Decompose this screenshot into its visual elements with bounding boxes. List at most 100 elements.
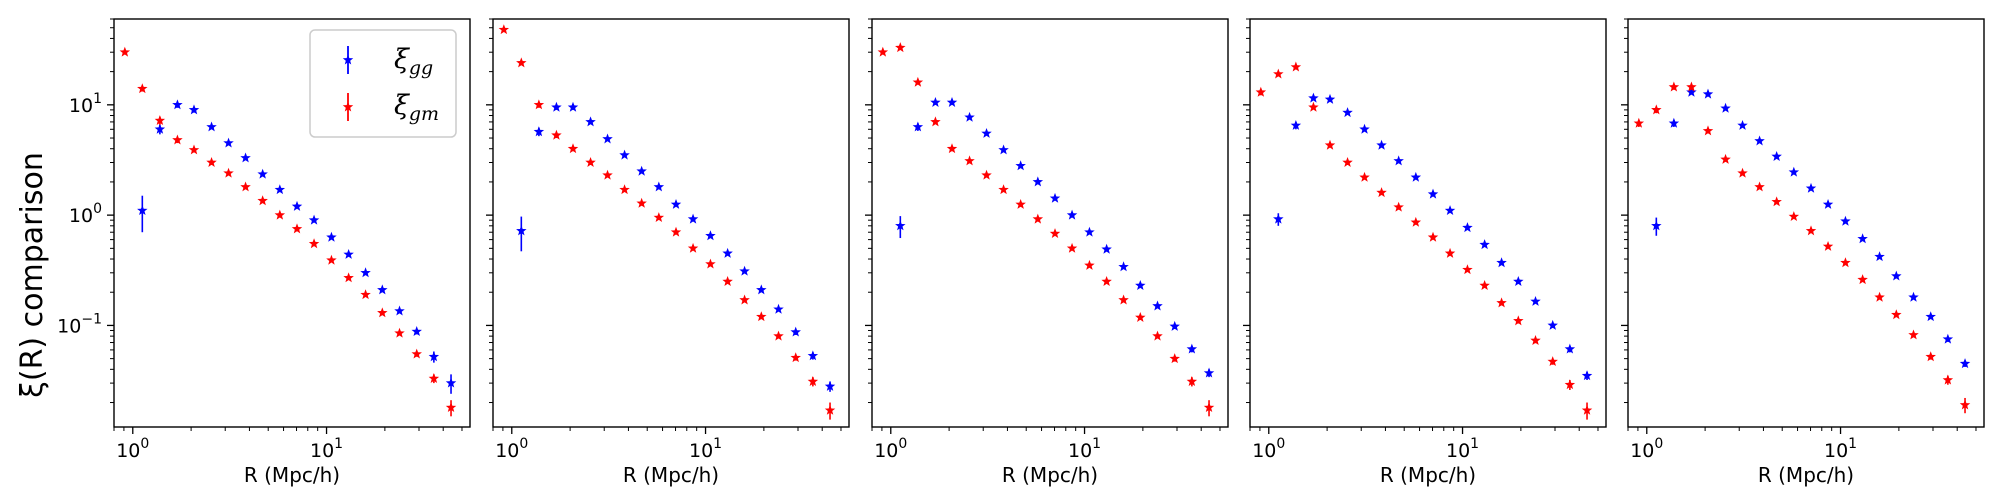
point-gm bbox=[1633, 117, 1645, 128]
point-gg bbox=[1564, 343, 1576, 354]
point-gm bbox=[1101, 276, 1112, 286]
point-gg bbox=[981, 127, 992, 138]
point-gm bbox=[790, 352, 801, 363]
point-gg bbox=[1342, 107, 1353, 118]
point-gg bbox=[1668, 117, 1680, 128]
point-gm bbox=[137, 83, 148, 94]
point-gm bbox=[1462, 264, 1473, 275]
point-gg bbox=[585, 116, 596, 127]
legend-label-gg: ξgg bbox=[394, 44, 433, 79]
point-gg bbox=[137, 205, 148, 216]
point-gg bbox=[824, 380, 836, 391]
point-gm bbox=[1066, 242, 1078, 253]
x-tick-label: 100 bbox=[1630, 436, 1663, 462]
point-gg bbox=[274, 184, 286, 195]
point-gm bbox=[1427, 231, 1439, 242]
point-gm bbox=[877, 46, 889, 57]
point-gg bbox=[1084, 226, 1095, 237]
point-gm bbox=[308, 238, 320, 249]
point-gm bbox=[1686, 81, 1697, 92]
point-gm bbox=[1959, 399, 1971, 410]
point-gm bbox=[773, 330, 784, 341]
x-tick-label: 100 bbox=[1252, 436, 1285, 462]
point-gg bbox=[1066, 209, 1078, 220]
point-gm bbox=[428, 373, 440, 383]
x-tick-label: 100 bbox=[874, 436, 907, 462]
point-gg bbox=[1925, 311, 1936, 322]
point-gm bbox=[1805, 225, 1817, 236]
point-gm bbox=[1410, 216, 1422, 227]
point-gg bbox=[895, 220, 906, 231]
plot-area bbox=[1627, 18, 1985, 428]
point-gg bbox=[1290, 119, 1302, 130]
point-gm bbox=[602, 169, 613, 180]
point-gm bbox=[343, 272, 354, 283]
point-gg bbox=[533, 126, 545, 137]
y-tick-label: 10−1 bbox=[57, 311, 102, 337]
point-gg bbox=[930, 96, 941, 107]
point-gm bbox=[1359, 171, 1370, 182]
point-gm bbox=[1840, 257, 1851, 268]
point-gg bbox=[551, 101, 562, 112]
x-tick-label: 100 bbox=[495, 436, 528, 462]
point-gg bbox=[1547, 319, 1558, 330]
point-gg bbox=[1891, 270, 1902, 281]
point-gg bbox=[567, 101, 579, 112]
point-gm bbox=[1084, 259, 1095, 270]
point-gm bbox=[1015, 198, 1026, 209]
point-gm bbox=[636, 197, 647, 208]
legend-label-gm: ξgm bbox=[394, 90, 439, 125]
point-gm bbox=[585, 157, 596, 167]
point-gm bbox=[912, 76, 924, 87]
point-gg bbox=[308, 214, 320, 225]
point-gg bbox=[1581, 370, 1593, 381]
point-gm bbox=[930, 116, 941, 127]
point-gm bbox=[1908, 329, 1919, 340]
point-gg bbox=[1908, 291, 1919, 302]
point-gm bbox=[1581, 404, 1593, 415]
x-axis-label: R (Mpc/h) bbox=[1758, 463, 1854, 487]
y-axis-label: ξ(R) comparison bbox=[15, 152, 50, 398]
point-gm bbox=[1203, 402, 1215, 413]
point-gm bbox=[1651, 104, 1662, 115]
point-gg bbox=[756, 284, 767, 295]
x-tick-label: 100 bbox=[116, 436, 149, 462]
point-gg bbox=[619, 149, 630, 160]
point-gg bbox=[1959, 358, 1971, 369]
point-gg bbox=[1393, 155, 1404, 166]
plot-area bbox=[871, 18, 1229, 428]
x-tick-label: 101 bbox=[1068, 436, 1101, 462]
point-gm bbox=[722, 276, 733, 286]
point-gm bbox=[1942, 374, 1954, 385]
point-gg bbox=[946, 96, 958, 107]
point-gm bbox=[1479, 280, 1490, 290]
x-tick-label: 101 bbox=[310, 436, 343, 462]
plot-area bbox=[492, 18, 850, 428]
point-gg bbox=[377, 284, 388, 295]
point-gm bbox=[998, 184, 1009, 195]
point-gm bbox=[172, 134, 183, 145]
point-gg bbox=[445, 377, 457, 388]
point-gm bbox=[1444, 247, 1456, 258]
legend-star bbox=[342, 101, 354, 112]
point-gg bbox=[257, 168, 268, 179]
point-gg bbox=[516, 225, 527, 236]
point-gm bbox=[1874, 291, 1885, 302]
point-gm bbox=[824, 404, 836, 415]
point-gm bbox=[1032, 213, 1044, 224]
point-gg bbox=[1101, 243, 1112, 254]
point-gg bbox=[1737, 119, 1748, 130]
legend-marker-gm bbox=[342, 93, 354, 121]
point-gm bbox=[119, 46, 131, 57]
point-gm bbox=[1290, 61, 1302, 72]
point-gg bbox=[1427, 188, 1439, 199]
point-gm bbox=[1186, 376, 1198, 386]
point-gg bbox=[1359, 123, 1370, 134]
point-gm bbox=[394, 327, 405, 338]
point-gm bbox=[1547, 356, 1558, 367]
x-axis-label: R (Mpc/h) bbox=[244, 463, 340, 487]
point-gg bbox=[1771, 151, 1782, 161]
point-gm bbox=[1118, 294, 1129, 305]
x-axis-label: R (Mpc/h) bbox=[1002, 463, 1098, 487]
